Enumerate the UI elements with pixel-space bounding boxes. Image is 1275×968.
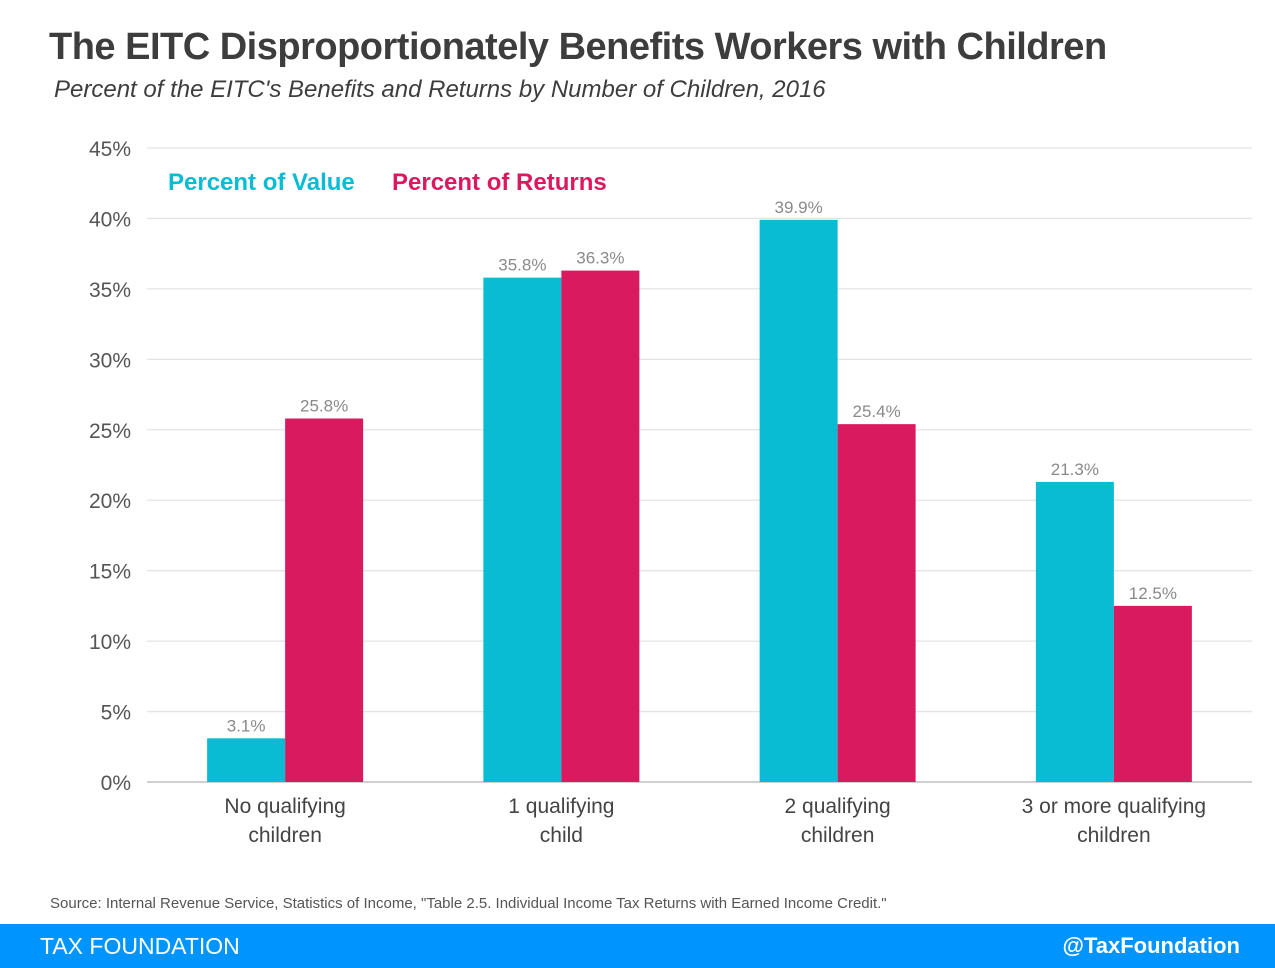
bar xyxy=(483,277,562,782)
y-tick-label: 45% xyxy=(89,138,131,161)
data-label: 3.1% xyxy=(227,716,266,735)
y-tick-label: 25% xyxy=(89,420,131,443)
bar xyxy=(285,418,364,782)
x-tick-label: children xyxy=(248,824,322,847)
x-tick-label: No qualifying xyxy=(224,795,345,818)
bar xyxy=(1113,605,1192,782)
source-note: Source: Internal Revenue Service, Statis… xyxy=(50,895,887,912)
data-label: 12.5% xyxy=(1129,584,1177,603)
footer-bar: TAX FOUNDATION @TaxFoundation xyxy=(0,924,1275,968)
y-tick-label: 35% xyxy=(89,279,131,302)
data-label: 25.4% xyxy=(853,402,901,421)
y-tick-label: 30% xyxy=(89,349,131,372)
bar xyxy=(1035,481,1114,782)
legend-entry: Percent of Value xyxy=(168,169,355,196)
data-label: 25.8% xyxy=(300,397,348,416)
y-tick-label: 0% xyxy=(101,772,131,795)
x-tick-label: children xyxy=(1077,824,1151,847)
data-label: 21.3% xyxy=(1051,460,1099,479)
x-tick-label: 3 or more qualifying xyxy=(1022,795,1206,818)
x-tick-label: 2 qualifying xyxy=(785,795,891,818)
footer-brand: TAX FOUNDATION xyxy=(40,933,240,959)
y-tick-label: 10% xyxy=(89,631,131,654)
y-tick-label: 20% xyxy=(89,490,131,513)
legend-entry: Percent of Returns xyxy=(392,169,607,196)
chart-title: The EITC Disproportionately Benefits Wor… xyxy=(49,26,1107,68)
y-tick-label: 15% xyxy=(89,561,131,584)
bar xyxy=(561,270,640,782)
footer-handle: @TaxFoundation xyxy=(1062,933,1240,958)
y-tick-label: 40% xyxy=(89,208,131,231)
x-tick-label: child xyxy=(540,824,583,847)
chart-subtitle: Percent of the EITC's Benefits and Retur… xyxy=(54,76,826,103)
x-tick-label: 1 qualifying xyxy=(508,795,614,818)
data-label: 36.3% xyxy=(576,249,624,268)
bar xyxy=(837,424,916,782)
bar xyxy=(207,738,286,782)
y-tick-label: 5% xyxy=(101,702,131,725)
bar-chart: 0% 5% 10% 15% 20% 25% 30% 35% 40% 45% Percent of V… xyxy=(89,138,1252,847)
data-label: 35.8% xyxy=(498,256,546,275)
bar xyxy=(759,219,838,782)
data-label: 39.9% xyxy=(775,198,823,217)
x-tick-label: children xyxy=(801,824,875,847)
